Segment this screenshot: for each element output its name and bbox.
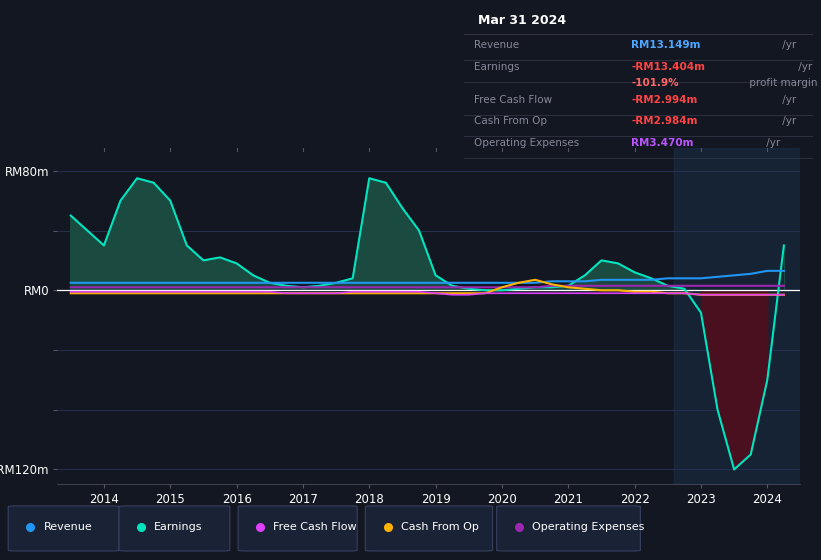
Text: Operating Expenses: Operating Expenses [475,138,580,148]
Text: Cash From Op: Cash From Op [401,521,479,531]
Text: -101.9%: -101.9% [631,78,679,88]
Text: Earnings: Earnings [475,62,520,72]
FancyBboxPatch shape [8,506,119,551]
Text: /yr: /yr [796,62,813,72]
Text: Free Cash Flow: Free Cash Flow [273,521,357,531]
FancyBboxPatch shape [365,506,493,551]
Text: -RM2.994m: -RM2.994m [631,95,698,105]
Text: Revenue: Revenue [475,40,520,50]
Text: -RM13.404m: -RM13.404m [631,62,705,72]
Text: /yr: /yr [779,40,796,50]
Text: Revenue: Revenue [44,521,92,531]
Text: Mar 31 2024: Mar 31 2024 [478,14,566,27]
Text: -RM2.984m: -RM2.984m [631,116,698,126]
Text: RM13.149m: RM13.149m [631,40,701,50]
Text: /yr: /yr [779,116,796,126]
Bar [674,148,800,484]
FancyBboxPatch shape [238,506,357,551]
Text: Free Cash Flow: Free Cash Flow [475,95,553,105]
Text: Operating Expenses: Operating Expenses [532,521,644,531]
Text: Earnings: Earnings [154,521,203,531]
FancyBboxPatch shape [497,506,640,551]
Text: /yr: /yr [763,138,780,148]
Text: profit margin: profit margin [746,78,818,88]
FancyBboxPatch shape [119,506,230,551]
Text: Cash From Op: Cash From Op [475,116,548,126]
Text: /yr: /yr [779,95,796,105]
Text: RM3.470m: RM3.470m [631,138,694,148]
